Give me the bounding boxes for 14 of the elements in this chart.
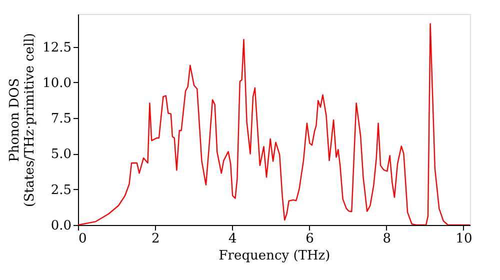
y-tick-label: 5.0 — [50, 147, 72, 162]
x-axis-title: Frequency (THz) — [218, 248, 330, 264]
x-tick-label: 8 — [382, 232, 391, 246]
x-tick-label: 6 — [306, 232, 314, 246]
x-tick-label: 0 — [78, 232, 87, 246]
y-tick-label: 10.0 — [42, 76, 72, 91]
x-tick-label: 10 — [456, 232, 472, 246]
y-tick-label: 12.5 — [42, 40, 72, 56]
y-tick-label: 2.5 — [50, 182, 72, 198]
y-tick-label: 7.5 — [50, 112, 72, 127]
y-axis-title: Phonon DOS (States/THz·primitive cell) — [8, 32, 38, 208]
x-tick-label: 2 — [151, 232, 160, 246]
y-tick-label: 0.0 — [50, 218, 72, 234]
x-tick-label: 4 — [228, 232, 237, 246]
